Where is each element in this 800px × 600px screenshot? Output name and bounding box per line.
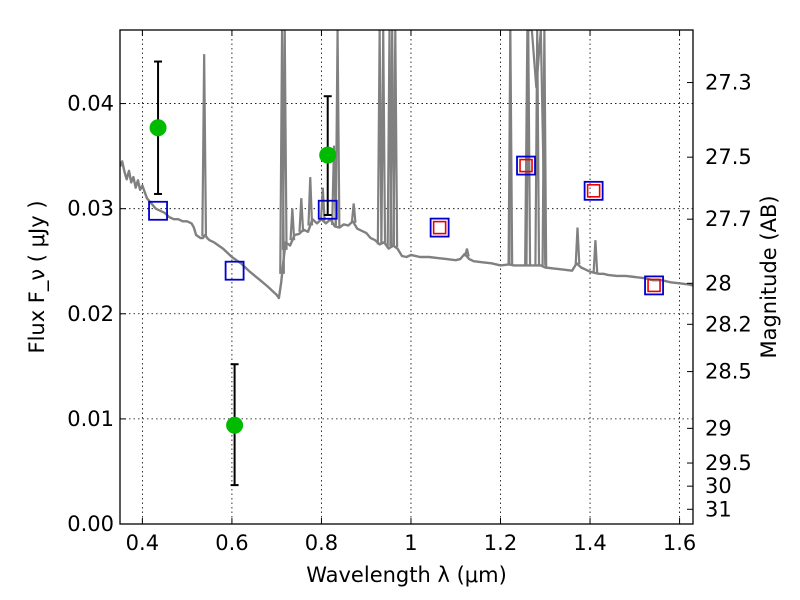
grid [120, 30, 693, 524]
spectrum-line-spike [281, 30, 288, 250]
model-flux-square [429, 217, 450, 238]
observed-flux-square [432, 220, 447, 235]
model-flux-square [148, 200, 168, 221]
spectrum-line-spike [508, 30, 547, 266]
y2-tick-label: 31 [705, 497, 732, 521]
x-tick-label: 1 [404, 531, 417, 555]
x-tick-label: 1.2 [484, 531, 517, 555]
model-flux-square [644, 275, 664, 296]
y2-tick-label: 28.5 [705, 360, 752, 384]
y2-tick-label: 27.5 [705, 145, 752, 169]
x-axis-label: Wavelength λ (μm) [306, 563, 507, 587]
spectrum-layer [120, 30, 693, 300]
y-tick-label: 0.01 [67, 407, 114, 431]
spectrum-line-spike [464, 248, 470, 257]
model-flux-square [224, 260, 245, 281]
y2-tick-label: 29 [705, 416, 732, 440]
y-axis-ticks: 0.00 0.01 0.02 0.03 0.04 [67, 92, 126, 536]
observed-flux-square [519, 158, 533, 173]
y-axis-label: Flux F_ν ( μJy ) [25, 200, 50, 353]
x-tick-label: 1.6 [663, 531, 696, 555]
spectrum-line-spike [350, 203, 357, 223]
y2-tick-label: 28.2 [705, 312, 752, 336]
observed-flux-square [647, 278, 661, 293]
spectrum-line [120, 160, 693, 300]
y2-tick-label: 30 [705, 474, 732, 498]
marker-layer [148, 60, 664, 487]
spectrum-line-spike [307, 177, 314, 226]
y2-tick-label: 27.7 [705, 207, 752, 231]
spectrum-line-spike [334, 30, 341, 228]
y-tick-label: 0.04 [67, 92, 114, 116]
x-tick-label: 1.4 [573, 531, 606, 555]
x-tick-label: 0.4 [126, 531, 159, 555]
y-tick-label: 0.00 [67, 512, 114, 536]
x-axis-ticks: 0.4 0.6 0.8 1 1.2 1.4 1.6 [126, 30, 696, 555]
y2-tick-label: 27.3 [705, 71, 752, 95]
x-tick-label: 0.8 [305, 531, 338, 555]
spectrum-line-spike [201, 54, 208, 237]
spectrum-line-spike [592, 240, 599, 274]
model-flux-square [516, 155, 536, 176]
spectrum-line-spike [298, 198, 305, 232]
spectrum-line-spike [319, 187, 326, 221]
plot-frame [119, 29, 694, 525]
spectrum-line-spike [380, 30, 387, 243]
y2-tick-label: 28 [705, 271, 732, 295]
spectrum-group [120, 30, 693, 300]
photometry-point [226, 416, 244, 434]
spectrum-line-spike [392, 30, 399, 248]
spectrum-line-spike [376, 30, 383, 245]
spectrum-line-spike [574, 227, 581, 265]
spectrum-line-spike [534, 30, 541, 266]
spectrum-line-spike [289, 208, 296, 241]
model-flux-square [583, 180, 604, 201]
y-tick-label: 0.03 [67, 197, 114, 221]
spectrum-line-spike [525, 30, 532, 266]
y2-tick-label: 29.5 [705, 451, 752, 475]
photometry-point [319, 146, 337, 164]
y2-axis-label: Magnitude (AB) [757, 195, 781, 358]
photometry-point [149, 119, 167, 137]
observed-flux-square [586, 184, 601, 198]
y-tick-label: 0.02 [67, 302, 114, 326]
x-tick-label: 0.6 [215, 531, 248, 555]
